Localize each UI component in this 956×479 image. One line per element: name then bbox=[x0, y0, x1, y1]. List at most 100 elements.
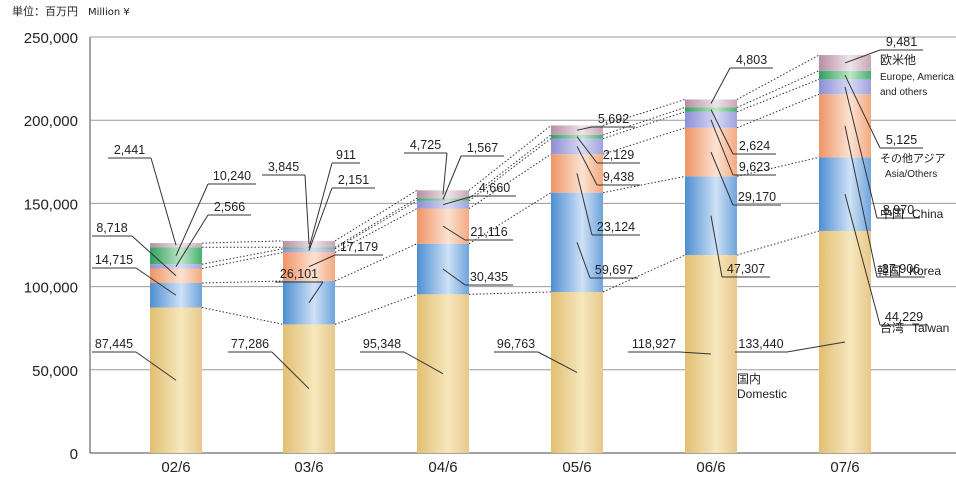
leader-line bbox=[576, 173, 593, 236]
data-label: 911 bbox=[336, 148, 356, 162]
leader-line bbox=[442, 195, 474, 206]
series-connector bbox=[736, 70, 820, 108]
data-label: 23,124 bbox=[597, 220, 635, 234]
leader-line bbox=[304, 174, 310, 245]
unit-label-en: Million ¥ bbox=[88, 7, 130, 18]
data-label: 17,179 bbox=[340, 240, 378, 254]
series-connector bbox=[736, 93, 820, 129]
leader-line bbox=[308, 162, 333, 249]
series-connector bbox=[602, 111, 686, 139]
leader-line bbox=[135, 351, 177, 381]
y-tick-label: 250,000 bbox=[24, 30, 78, 47]
leader-line bbox=[308, 254, 336, 268]
series-connector bbox=[468, 291, 552, 295]
series-connector bbox=[201, 251, 284, 269]
data-label: 1,567 bbox=[467, 141, 498, 155]
data-label: 118,927 bbox=[632, 337, 676, 351]
leader-line bbox=[131, 235, 177, 277]
data-label: 47,307 bbox=[727, 262, 765, 276]
leader-line bbox=[576, 242, 591, 279]
data-label: 96,763 bbox=[497, 337, 535, 351]
leader-line bbox=[710, 119, 734, 176]
bar-segment bbox=[417, 243, 469, 295]
legend-en: China bbox=[912, 207, 944, 221]
leader-line bbox=[844, 74, 881, 149]
legend-jp: 台湾 bbox=[880, 320, 904, 335]
data-label: 5,692 bbox=[598, 112, 629, 126]
leader-line bbox=[442, 152, 448, 195]
legend-en: and others bbox=[880, 87, 927, 98]
series-connector bbox=[334, 208, 418, 253]
y-tick-label: 200,000 bbox=[24, 113, 78, 130]
leader-line bbox=[308, 281, 324, 303]
leader-line bbox=[442, 155, 462, 200]
leader-line bbox=[175, 183, 209, 256]
data-label: 44,229 bbox=[885, 310, 923, 324]
series-connector bbox=[334, 293, 418, 325]
leader-line bbox=[710, 109, 734, 155]
series-connector bbox=[602, 127, 686, 155]
legend-en: Europe, America bbox=[880, 72, 954, 83]
data-label: 9,481 bbox=[886, 35, 917, 49]
legend-jp: 韓国 bbox=[877, 264, 901, 278]
bar-segment bbox=[150, 283, 202, 308]
leader-line bbox=[844, 86, 878, 219]
series-connector bbox=[468, 153, 552, 209]
data-label: 9,623 bbox=[739, 160, 770, 174]
leader-line bbox=[710, 215, 723, 278]
x-tick-label: 04/6 bbox=[428, 459, 457, 476]
series-connector bbox=[201, 280, 284, 284]
series-connector bbox=[602, 106, 686, 136]
data-label: 21,116 bbox=[470, 225, 507, 239]
data-label: 9,438 bbox=[603, 170, 634, 184]
series-connector bbox=[201, 248, 284, 265]
data-label: 5,125 bbox=[886, 133, 917, 147]
data-label: 2,566 bbox=[214, 200, 245, 214]
leader-line bbox=[786, 341, 846, 353]
leader-line bbox=[679, 351, 712, 355]
data-label: 30,435 bbox=[470, 270, 508, 284]
data-label: 2,151 bbox=[338, 173, 369, 187]
legend-jp: その他アジア bbox=[880, 152, 946, 165]
data-label: 37,906 bbox=[882, 262, 920, 276]
legend-jp: 国内 bbox=[737, 372, 761, 386]
data-label: 2,129 bbox=[603, 148, 634, 162]
data-label: 77,286 bbox=[231, 337, 269, 351]
series-connector bbox=[201, 240, 284, 244]
data-label: 10,240 bbox=[213, 169, 251, 183]
leader-line bbox=[537, 351, 578, 373]
leader-line bbox=[576, 136, 598, 164]
leader-line bbox=[710, 151, 734, 206]
data-label: 87,445 bbox=[95, 337, 133, 351]
legend-en: Taiwan bbox=[912, 321, 949, 335]
x-tick-label: 05/6 bbox=[562, 459, 591, 476]
legend-en: Domestic bbox=[737, 387, 787, 401]
x-tick-label: 02/6 bbox=[161, 459, 190, 476]
series-connector bbox=[602, 98, 686, 126]
y-tick-label: 50,000 bbox=[32, 363, 78, 380]
bar-segment bbox=[551, 134, 603, 139]
bar-segment bbox=[150, 243, 202, 248]
legend-en: Korea bbox=[909, 264, 941, 278]
data-label: 26,101 bbox=[280, 267, 318, 281]
y-tick-label: 0 bbox=[70, 446, 78, 463]
series-connector bbox=[602, 254, 686, 293]
leader-line bbox=[844, 49, 881, 64]
leader-line bbox=[576, 126, 593, 131]
leader-line bbox=[403, 351, 444, 375]
data-label: 14,715 bbox=[95, 253, 133, 267]
x-tick-label: 07/6 bbox=[830, 459, 859, 476]
data-label: 8,970 bbox=[883, 203, 914, 217]
leader-line bbox=[710, 67, 731, 104]
series-connector bbox=[736, 230, 820, 256]
series-connector bbox=[334, 189, 418, 242]
data-label: 133,440 bbox=[738, 337, 783, 351]
leader-line bbox=[150, 157, 177, 246]
series-connector bbox=[736, 156, 820, 177]
series-connector bbox=[736, 54, 820, 100]
leader-line bbox=[271, 351, 310, 390]
data-label: 59,697 bbox=[595, 263, 633, 277]
y-tick-label: 150,000 bbox=[24, 196, 78, 213]
